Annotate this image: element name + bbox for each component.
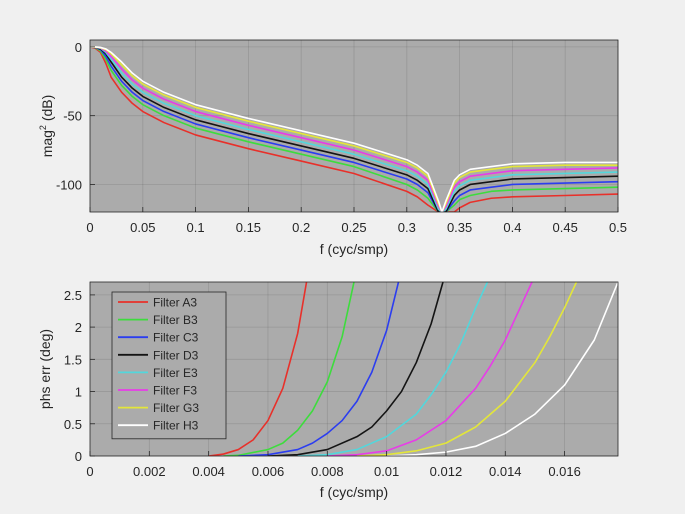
phase-error-y-tick-label: 2.5 xyxy=(64,288,82,303)
magnitude-series-filter-b3 xyxy=(90,46,618,212)
phase-error-y-tick-label: 0.5 xyxy=(64,417,82,432)
magnitude-series xyxy=(90,46,618,212)
magnitude-x-tick-label: 0.05 xyxy=(130,220,155,235)
legend-label-filter-e3: Filter E3 xyxy=(153,366,198,380)
phase-error-series xyxy=(208,282,618,456)
phase-error-x-axis-label: f (cyc/smp) xyxy=(320,484,388,500)
phase-error-series-filter-d3 xyxy=(267,282,444,456)
magnitude-x-tick-label: 0.45 xyxy=(553,220,578,235)
magnitude-y-axis-label-unit: (dB) xyxy=(39,95,55,125)
magnitude-x-tick-label: 0.1 xyxy=(187,220,205,235)
phase-error-plot: 0 0.002 0.004 0.006 0.008 0.01 0.012 0.014 0.016… xyxy=(37,281,619,500)
legend: Filter A3 Filter B3 Filter C3 Filter D3 Filt… xyxy=(111,291,227,440)
phase-error-y-ticks: 0 0.5 1 1.5 2 2.5 xyxy=(64,288,95,464)
phase-error-x-tick-label: 0.004 xyxy=(192,464,225,479)
phase-error-x-ticks: 0 0.002 0.004 0.006 0.008 0.01 0.012 0.014 0.016 xyxy=(86,451,581,479)
magnitude-x-ticks: 0 0.05 0.1 0.15 0.2 0.25 0.3 0.35 0.4 0.45 0.5 xyxy=(86,207,627,235)
phase-error-x-tick-label: 0.012 xyxy=(430,464,463,479)
magnitude-series-filter-e3 xyxy=(90,46,618,212)
phase-error-x-tick-label: 0.016 xyxy=(548,464,581,479)
phase-error-series-filter-g3 xyxy=(356,282,578,456)
magnitude-series-filter-g3 xyxy=(90,46,618,212)
magnitude-x-tick-label: 0.25 xyxy=(341,220,366,235)
magnitude-plot: 0 0.05 0.1 0.15 0.2 0.25 0.3 0.35 0.4 0.45 0.5 0 -5… xyxy=(38,39,627,257)
phase-error-x-tick-label: 0.014 xyxy=(489,464,522,479)
legend-label-filter-f3: Filter F3 xyxy=(153,384,197,398)
magnitude-y-tick-label: 0 xyxy=(75,40,82,55)
magnitude-series-filter-d3 xyxy=(90,46,618,212)
magnitude-y-tick-label: -50 xyxy=(63,109,82,124)
magnitude-series-filter-c3 xyxy=(90,46,618,212)
magnitude-series-filter-f3 xyxy=(90,46,618,212)
phase-error-x-tick-label: 0.01 xyxy=(374,464,399,479)
legend-label-filter-a3: Filter A3 xyxy=(153,296,197,310)
magnitude-y-axis-label: mag2 (dB) xyxy=(38,95,55,158)
magnitude-x-tick-label: 0.2 xyxy=(292,220,310,235)
legend-box xyxy=(111,291,227,440)
phase-error-series-filter-c3 xyxy=(238,282,400,456)
phase-error-x-tick-label: 0.006 xyxy=(252,464,285,479)
magnitude-x-tick-label: 0.3 xyxy=(398,220,416,235)
phase-error-y-tick-label: 1.5 xyxy=(64,352,82,367)
magnitude-x-tick-label: 0.35 xyxy=(447,220,472,235)
phase-error-y-tick-label: 1 xyxy=(75,385,82,400)
magnitude-x-tick-label: 0.4 xyxy=(503,220,521,235)
magnitude-x-tick-label: 0.15 xyxy=(236,220,261,235)
magnitude-y-axis-label-superscript: 2 xyxy=(38,125,48,130)
magnitude-x-tick-label: 0 xyxy=(86,220,93,235)
phase-error-series-filter-b3 xyxy=(223,282,355,456)
phase-error-series-filter-f3 xyxy=(327,282,533,456)
phase-error-x-tick-label: 0 xyxy=(86,464,93,479)
phase-error-series-filter-a3 xyxy=(208,282,308,456)
legend-label-filter-h3: Filter H3 xyxy=(153,419,199,433)
phase-error-plot-frame xyxy=(89,281,619,457)
legend-label-filter-d3: Filter D3 xyxy=(153,348,199,362)
phase-error-y-axis-label: phs err (deg) xyxy=(37,329,53,409)
magnitude-x-tick-label: 0.5 xyxy=(609,220,627,235)
magnitude-series-filter-h3 xyxy=(90,46,618,212)
phase-error-series-filter-e3 xyxy=(297,282,489,456)
phase-error-y-tick-label: 2 xyxy=(75,320,82,335)
magnitude-series-filter-a3 xyxy=(90,46,618,212)
phase-error-y-tick-label: 0 xyxy=(75,449,82,464)
magnitude-y-ticks: 0 -50 -100 xyxy=(56,40,95,192)
legend-label-filter-c3: Filter C3 xyxy=(153,331,199,345)
legend-label-filter-g3: Filter G3 xyxy=(153,401,199,415)
magnitude-y-tick-label: -100 xyxy=(56,177,82,192)
phase-error-series-filter-h3 xyxy=(386,282,618,456)
legend-label-filter-b3: Filter B3 xyxy=(153,313,198,327)
phase-error-x-tick-label: 0.002 xyxy=(133,464,166,479)
phase-error-x-tick-label: 0.008 xyxy=(311,464,344,479)
magnitude-y-axis-label-main: mag xyxy=(39,130,55,157)
magnitude-x-axis-label: f (cyc/smp) xyxy=(320,241,388,257)
